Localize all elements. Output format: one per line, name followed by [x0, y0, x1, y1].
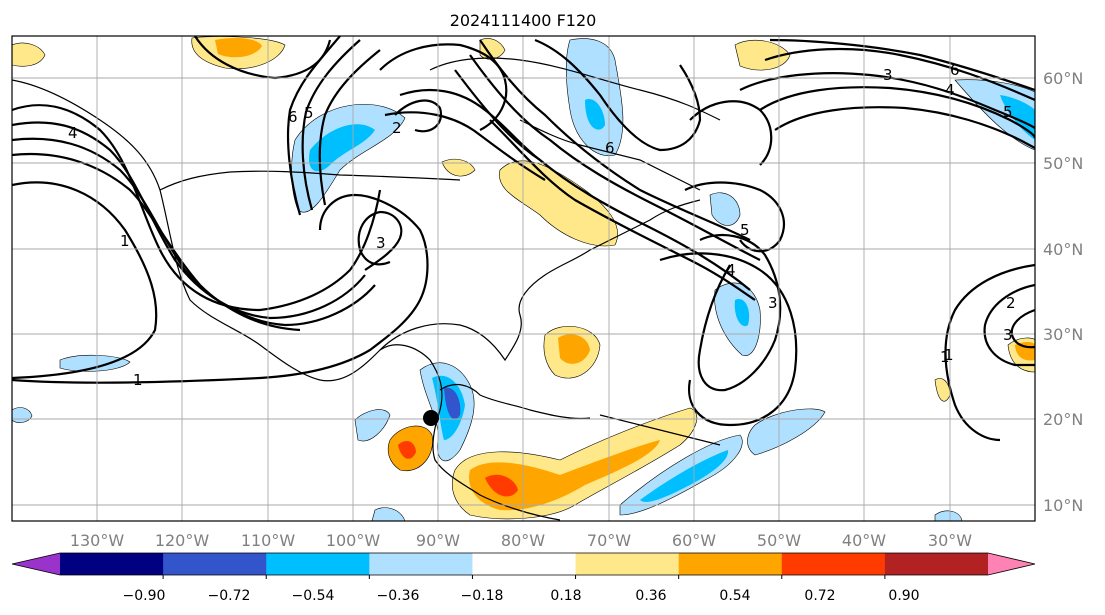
colorbar-segment: [884, 553, 989, 575]
lat-label: 30°N: [1043, 325, 1083, 344]
map-layers: 6 5 4 3 2 1 1 1 5 6 4 3 3 4 5 6 1 2 3: [12, 36, 1035, 521]
contour-label: 1: [940, 348, 950, 366]
map-title: 2024111400 F120: [450, 11, 597, 30]
colorbar-segment: [266, 553, 370, 575]
colorbar-tick-label: 0.36: [635, 588, 666, 604]
lat-label: 10°N: [1043, 496, 1083, 515]
contour-label: 5: [304, 104, 314, 122]
colorbar-outline: [11, 552, 1036, 576]
colorbar-extend-min: [12, 553, 60, 575]
colorbar-segment: [781, 553, 886, 575]
lon-label: 70°W: [587, 531, 631, 550]
contour-label: 3: [883, 66, 893, 84]
lat-label: 20°N: [1043, 410, 1083, 429]
map-frame: [11, 35, 1036, 522]
contour-label: 5: [1003, 103, 1013, 121]
colorbar-tick-label: −0.18: [461, 588, 504, 604]
lat-label: 60°N: [1043, 69, 1083, 88]
colorbar-tick-label: −0.36: [377, 588, 420, 604]
lat-label: 50°N: [1043, 154, 1083, 173]
contour-label: 6: [950, 61, 960, 79]
colorbar-tick-label: 0.72: [804, 588, 835, 604]
contour-label: 2: [1006, 294, 1016, 312]
latitude-labels: 60°N 50°N 40°N 30°N 20°N 10°N: [1043, 69, 1083, 515]
colorbar-tick-label: −0.72: [208, 588, 251, 604]
colorbar-segment: [163, 553, 267, 575]
colorbar: [11, 552, 1036, 579]
contour-label: 2: [392, 119, 402, 137]
contour-label: 1: [944, 346, 954, 364]
colorbar-tick-label: −0.54: [292, 588, 335, 604]
contour-labels: 6 5 4 3 2 1 1 1 5 6 4 3 3 4 5 6 1 2 3: [68, 61, 1016, 389]
lon-label: 50°W: [757, 531, 801, 550]
contour-label: 3: [376, 234, 386, 252]
colorbar-segment: [60, 553, 164, 575]
colorbar-tick-label: 0.90: [888, 588, 919, 604]
colorbar-tick-label: 0.18: [550, 588, 581, 604]
contour-layer: [12, 36, 1035, 442]
graticule: [12, 36, 1035, 521]
contour-label: 6: [605, 139, 615, 157]
colorbar-extend-max: [988, 553, 1035, 575]
coastline-layer: [12, 57, 721, 521]
contour-label: 6: [288, 108, 298, 126]
colorbar-tick-labels: −0.90 −0.72 −0.54 −0.36 −0.18 0.18 0.36 …: [123, 588, 920, 604]
contour-label: 1: [133, 371, 143, 389]
colorbar-segment: [472, 553, 577, 575]
contour-label: 3: [768, 294, 778, 312]
colorbar-segment: [369, 553, 473, 575]
lon-label: 130°W: [70, 531, 125, 550]
lon-label: 40°W: [842, 531, 886, 550]
map-background: [12, 36, 1035, 521]
colorbar-segment: [678, 553, 783, 575]
contour-label: 4: [726, 261, 736, 279]
lon-label: 110°W: [241, 531, 296, 550]
contour-label: 3: [1003, 326, 1013, 344]
contour-label: 5: [740, 221, 750, 239]
lon-label: 30°W: [928, 531, 972, 550]
colorbar-tick-label: 0.54: [719, 588, 750, 604]
lon-label: 80°W: [501, 531, 545, 550]
lon-label: 90°W: [416, 531, 460, 550]
lon-label: 100°W: [326, 531, 381, 550]
lat-label: 40°N: [1043, 240, 1083, 259]
storm-position-marker: [423, 410, 439, 426]
contour-label: 4: [945, 81, 955, 99]
contour-label: 1: [120, 232, 130, 250]
lon-label: 120°W: [155, 531, 210, 550]
colorbar-tick-label: −0.90: [123, 588, 166, 604]
colorbar-segment: [575, 553, 680, 575]
longitude-labels: 130°W 120°W 110°W 100°W 90°W 80°W 70°W 6…: [70, 531, 972, 550]
contour-label: 4: [68, 124, 78, 142]
lon-label: 60°W: [672, 531, 716, 550]
